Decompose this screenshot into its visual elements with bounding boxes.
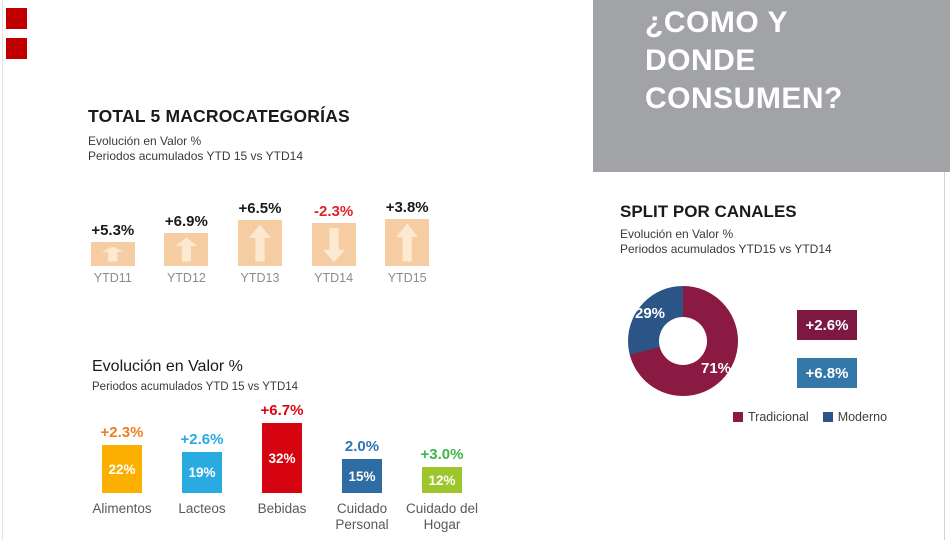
category-bar-column: 2.0% 15% Cuidado Personal — [322, 402, 402, 535]
macro-title: TOTAL 5 MACROCATEGORÍAS — [88, 106, 350, 126]
bar-category-label: Alimentos — [92, 501, 152, 516]
up-arrow-icon — [175, 237, 198, 262]
red-square-decoration-1 — [6, 8, 27, 29]
bar-share-label: 32% — [268, 450, 296, 466]
category-bar-column: +6.7% 32% Bebidas — [242, 402, 322, 535]
ytd-axis-label: YTD14 — [314, 271, 354, 285]
ytd-arrow-box — [385, 219, 430, 266]
donut-label-moderno: 29% — [635, 305, 666, 322]
ytd-column: +6.5% YTD13 — [223, 180, 297, 285]
ytd-value-label: -2.3% — [313, 203, 354, 220]
donut-legend: Tradicional Moderno — [733, 410, 887, 424]
up-arrow-icon — [396, 223, 419, 262]
question-banner: ¿COMO Y DONDE CONSUMEN? — [593, 0, 950, 172]
bar-growth-label: +2.6% — [180, 431, 224, 448]
ytd-value-label: +6.9% — [164, 213, 208, 230]
legend-label: Tradicional — [748, 410, 809, 424]
banner-line-3: CONSUMEN? — [645, 82, 843, 115]
legend-label: Moderno — [837, 410, 888, 424]
macro-header: TOTAL 5 MACROCATEGORÍAS Evolución en Val… — [88, 106, 350, 164]
bar-category-label: Cuidado del Hogar — [405, 501, 479, 532]
bar-category-label: Lacteos — [178, 501, 226, 516]
ytd-axis-label: YTD15 — [387, 271, 427, 285]
bar-growth-label: 2.0% — [344, 438, 380, 455]
category-bar: 32% — [262, 423, 302, 493]
ytd-column: +3.8% YTD15 — [370, 180, 444, 285]
category-chart-subtitle: Periodos acumulados YTD 15 vs YTD14 — [92, 381, 299, 393]
ytd-value-label: +6.5% — [238, 200, 282, 217]
left-border-line — [2, 0, 3, 540]
down-arrow-icon — [323, 228, 345, 262]
bar-growth-label: +2.3% — [100, 424, 144, 441]
ytd-column: +6.9% YTD12 — [150, 180, 224, 285]
legend-item: Moderno — [822, 410, 888, 424]
bar-growth-label: +6.7% — [260, 402, 304, 419]
ytd-axis-label: YTD12 — [166, 271, 206, 285]
ytd-column: +5.3% YTD11 — [76, 180, 150, 285]
banner-title: ¿COMO Y DONDE CONSUMEN? — [645, 4, 950, 118]
growth-badges: +2.6% +6.8% — [797, 310, 857, 406]
category-bar: 12% — [422, 467, 462, 493]
category-bar: 22% — [102, 445, 142, 493]
bar-growth-label: +3.0% — [420, 446, 464, 463]
split-header: SPLIT POR CANALES Evolución en Valor % P… — [620, 202, 832, 257]
ytd-column: -2.3% YTD14 — [297, 180, 371, 285]
legend-item: Tradicional — [733, 410, 809, 424]
legend-swatch-icon — [822, 412, 833, 422]
red-square-decoration-2 — [6, 38, 27, 59]
split-subtitle-1: Evolución en Valor % — [620, 227, 734, 241]
category-bar-column: +3.0% 12% Cuidado del Hogar — [402, 402, 482, 535]
banner-line-1: ¿COMO Y — [645, 6, 788, 39]
bar-share-label: 15% — [348, 468, 376, 484]
right-border-line — [944, 172, 945, 540]
ytd-axis-label: YTD13 — [240, 271, 280, 285]
ytd-value-label: +3.8% — [385, 199, 429, 216]
ytd-arrow-chart: +5.3% YTD11 +6.9% YTD12 +6.5% YTD13 -2.3% YTD14… — [76, 180, 444, 285]
split-title: SPLIT POR CANALES — [620, 202, 797, 221]
macro-subtitle-1: Evolución en Valor % — [88, 134, 202, 148]
donut-hole — [659, 317, 707, 365]
bar-category-label: Bebidas — [257, 501, 307, 516]
growth-badge: +2.6% — [797, 310, 857, 340]
macro-subtitle-2: Periodos acumulados YTD 15 vs YTD14 — [88, 149, 303, 163]
donut-label-tradicional: 71% — [701, 360, 732, 377]
bar-share-label: 19% — [188, 465, 216, 480]
ytd-arrow-box — [311, 223, 356, 266]
legend-swatch-icon — [733, 412, 743, 422]
growth-badge: +6.8% — [797, 358, 857, 388]
banner-line-2: DONDE — [645, 44, 756, 77]
bar-share-label: 12% — [428, 472, 456, 488]
category-bar: 15% — [342, 459, 382, 493]
ytd-arrow-box — [164, 233, 209, 266]
ytd-value-label: +5.3% — [91, 222, 135, 239]
category-chart-title: Evolución en Valor % — [92, 358, 243, 375]
up-arrow-icon — [248, 224, 271, 262]
channel-donut-chart: 29% 71% — [628, 286, 738, 396]
category-bar-chart: +2.3% 22% Alimentos +2.6% 19% Lacteos +6.7% 32%… — [82, 402, 478, 535]
ytd-axis-label: YTD11 — [93, 271, 132, 285]
ytd-arrow-box — [237, 220, 282, 266]
category-chart-header: Evolución en Valor % Periodos acumulados… — [92, 358, 298, 395]
bar-share-label: 22% — [108, 461, 136, 477]
split-subtitle-2: Periodos acumulados YTD15 vs YTD14 — [620, 242, 832, 256]
category-bar: 19% — [182, 452, 222, 493]
category-bar-column: +2.6% 19% Lacteos — [162, 402, 242, 535]
up-arrow-icon — [101, 246, 124, 262]
category-bar-column: +2.3% 22% Alimentos — [82, 402, 162, 535]
bar-category-label: Cuidado Personal — [335, 501, 389, 532]
ytd-arrow-box — [90, 242, 135, 266]
